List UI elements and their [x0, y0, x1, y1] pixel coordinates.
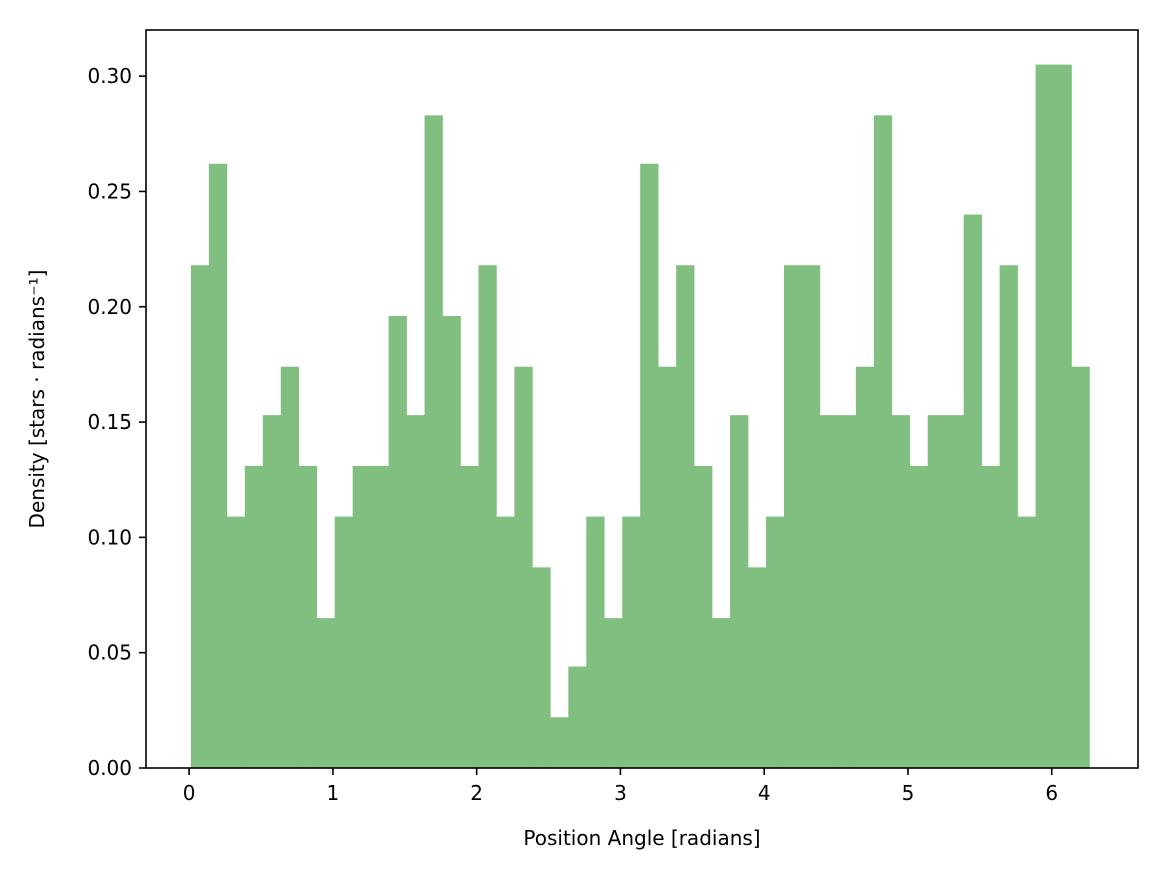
x-tick-label: 4	[758, 781, 771, 805]
histogram-bar	[190, 265, 210, 768]
histogram-bar	[406, 415, 425, 768]
histogram-bar	[262, 415, 282, 768]
histogram-bar	[370, 465, 389, 768]
histogram-bar	[550, 717, 569, 768]
histogram-bar	[604, 618, 623, 768]
histogram-bar	[748, 567, 767, 768]
histogram-bar	[945, 415, 964, 768]
histogram-bar	[388, 315, 407, 768]
histogram-bar	[1071, 366, 1090, 768]
histogram-bar	[909, 465, 929, 768]
histogram-bar	[963, 214, 982, 768]
x-tick-label: 5	[902, 781, 915, 805]
histogram-bar	[1035, 64, 1054, 768]
histogram-bar	[855, 366, 875, 768]
histogram-bar	[676, 265, 695, 768]
histogram-bar	[226, 516, 246, 768]
histogram-bar	[766, 516, 785, 768]
histogram-bar	[424, 115, 443, 769]
histogram-bar	[496, 516, 515, 768]
x-tick-label: 6	[1045, 781, 1058, 805]
y-tick-label: 0.30	[87, 64, 132, 88]
histogram-bar	[873, 115, 893, 769]
y-axis-label: Density [stars · radians⁻¹]	[25, 270, 49, 529]
histogram-bar	[801, 265, 821, 768]
y-tick-label: 0.10	[87, 525, 132, 549]
histogram-bars	[190, 64, 1090, 769]
y-tick-label: 0.20	[87, 295, 132, 319]
histogram-bar	[712, 618, 731, 768]
histogram-bar	[460, 465, 479, 768]
histogram-bar	[1017, 516, 1036, 768]
x-axis-ticks: 0 1 2 3 4 5 6	[183, 768, 1058, 805]
histogram-bar	[586, 516, 605, 768]
histogram-bar	[514, 366, 533, 768]
histogram-bar	[352, 465, 371, 768]
histogram-bar	[532, 567, 551, 768]
histogram-bar	[819, 415, 839, 768]
histogram-bar	[730, 415, 749, 768]
histogram-bar	[334, 516, 353, 768]
histogram-bar	[783, 265, 803, 768]
histogram-bar	[999, 265, 1018, 768]
histogram-bar	[837, 415, 857, 768]
histogram-bar	[891, 415, 911, 768]
histogram-bar	[694, 465, 713, 768]
histogram-bar	[568, 666, 587, 768]
y-tick-label: 0.05	[87, 641, 132, 665]
y-tick-label: 0.15	[87, 410, 132, 434]
y-axis-ticks: 0.00 0.05 0.10 0.15 0.20 0.25 0.30	[87, 64, 146, 780]
histogram-bar	[981, 465, 1000, 768]
histogram-bar	[1053, 64, 1072, 768]
histogram-bar	[442, 315, 461, 768]
histogram-bar	[298, 465, 318, 768]
histogram-bar	[316, 618, 335, 768]
x-axis-label: Position Angle [radians]	[523, 826, 760, 850]
histogram-bar	[244, 465, 264, 768]
y-tick-label: 0.25	[87, 179, 132, 203]
x-tick-label: 1	[327, 781, 340, 805]
plot-frame	[145, 29, 1139, 769]
histogram-bar	[280, 366, 300, 768]
x-tick-label: 3	[614, 781, 627, 805]
histogram-bar	[478, 265, 497, 768]
histogram-bar	[927, 415, 947, 768]
x-tick-label: 2	[470, 781, 483, 805]
x-tick-label: 0	[183, 781, 196, 805]
histogram-bar	[640, 163, 659, 768]
y-tick-label: 0.00	[87, 756, 132, 780]
histogram-bar	[622, 516, 641, 768]
histogram-bar	[658, 366, 677, 768]
histogram-bar	[208, 163, 228, 768]
